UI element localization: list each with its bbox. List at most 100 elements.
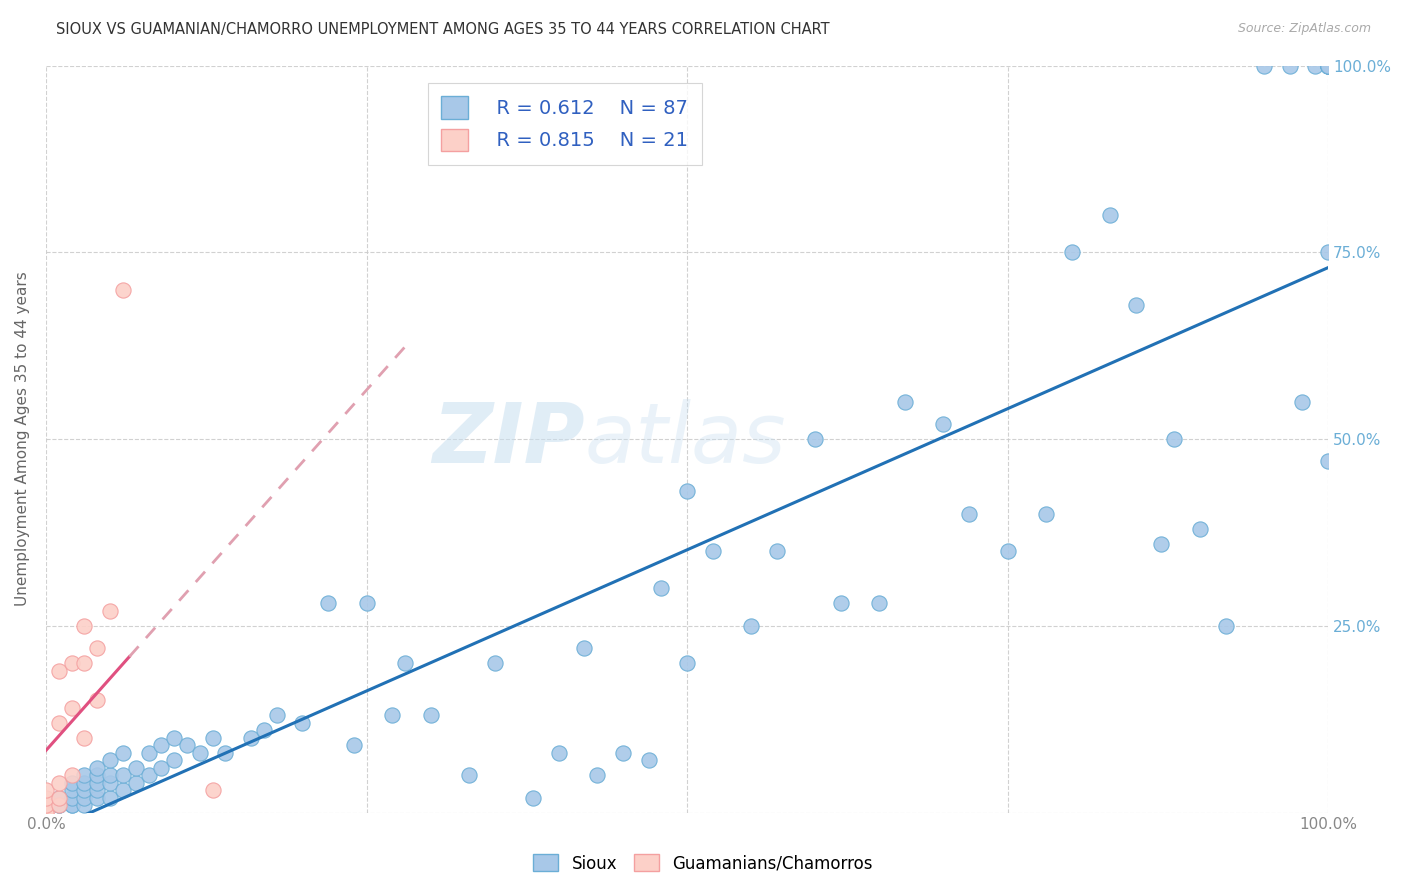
Point	[48, 790, 70, 805]
Point	[201, 731, 224, 745]
Point	[48, 775, 70, 789]
Point	[98, 604, 121, 618]
Point	[1317, 454, 1340, 468]
Point	[48, 798, 70, 813]
Point	[1215, 619, 1237, 633]
Y-axis label: Unemployment Among Ages 35 to 44 years: Unemployment Among Ages 35 to 44 years	[15, 272, 30, 607]
Point	[35, 805, 58, 820]
Point	[86, 641, 108, 656]
Point	[125, 775, 148, 789]
Point	[1317, 59, 1340, 73]
Point	[86, 790, 108, 805]
Point	[60, 783, 83, 797]
Point	[266, 708, 288, 723]
Point	[86, 768, 108, 782]
Point	[1305, 59, 1327, 73]
Point	[60, 768, 83, 782]
Point	[163, 731, 186, 745]
Point	[394, 656, 416, 670]
Point	[35, 805, 58, 820]
Point	[1253, 59, 1275, 73]
Point	[612, 746, 634, 760]
Point	[98, 768, 121, 782]
Point	[1317, 245, 1340, 260]
Point	[60, 798, 83, 813]
Point	[60, 701, 83, 715]
Point	[60, 775, 83, 789]
Point	[48, 798, 70, 813]
Point	[343, 739, 366, 753]
Point	[419, 708, 441, 723]
Legend:   R = 0.612    N = 87,   R = 0.815    N = 21: R = 0.612 N = 87, R = 0.815 N = 21	[427, 83, 702, 165]
Point	[176, 739, 198, 753]
Point	[997, 544, 1019, 558]
Point	[868, 596, 890, 610]
Point	[35, 783, 58, 797]
Point	[1278, 59, 1301, 73]
Point	[73, 731, 96, 745]
Point	[73, 798, 96, 813]
Point	[125, 761, 148, 775]
Point	[1291, 394, 1313, 409]
Point	[740, 619, 762, 633]
Point	[1317, 59, 1340, 73]
Point	[291, 715, 314, 730]
Point	[73, 775, 96, 789]
Point	[804, 432, 827, 446]
Point	[150, 761, 173, 775]
Point	[86, 783, 108, 797]
Point	[73, 619, 96, 633]
Point	[522, 790, 544, 805]
Point	[111, 783, 134, 797]
Point	[98, 753, 121, 767]
Point	[201, 783, 224, 797]
Point	[574, 641, 596, 656]
Point	[957, 507, 980, 521]
Point	[702, 544, 724, 558]
Point	[60, 798, 83, 813]
Point	[138, 746, 160, 760]
Point	[1035, 507, 1057, 521]
Text: ZIP: ZIP	[432, 399, 585, 480]
Point	[48, 664, 70, 678]
Point	[111, 746, 134, 760]
Point	[86, 775, 108, 789]
Point	[765, 544, 787, 558]
Point	[381, 708, 404, 723]
Point	[1317, 59, 1340, 73]
Point	[188, 746, 211, 760]
Point	[1099, 208, 1122, 222]
Point	[484, 656, 506, 670]
Point	[676, 656, 699, 670]
Point	[163, 753, 186, 767]
Point	[150, 739, 173, 753]
Point	[240, 731, 263, 745]
Point	[60, 790, 83, 805]
Point	[676, 484, 699, 499]
Point	[894, 394, 917, 409]
Point	[1188, 522, 1211, 536]
Point	[1125, 298, 1147, 312]
Point	[458, 768, 481, 782]
Point	[253, 723, 276, 738]
Point	[1150, 536, 1173, 550]
Text: atlas: atlas	[585, 399, 786, 480]
Point	[98, 775, 121, 789]
Point	[60, 656, 83, 670]
Point	[86, 761, 108, 775]
Point	[138, 768, 160, 782]
Point	[1163, 432, 1185, 446]
Point	[316, 596, 339, 610]
Point	[35, 798, 58, 813]
Point	[932, 417, 955, 431]
Point	[1317, 59, 1340, 73]
Point	[830, 596, 852, 610]
Point	[586, 768, 609, 782]
Point	[48, 790, 70, 805]
Point	[73, 656, 96, 670]
Legend: Sioux, Guamanians/Chamorros: Sioux, Guamanians/Chamorros	[527, 847, 879, 880]
Point	[48, 798, 70, 813]
Point	[73, 768, 96, 782]
Text: SIOUX VS GUAMANIAN/CHAMORRO UNEMPLOYMENT AMONG AGES 35 TO 44 YEARS CORRELATION C: SIOUX VS GUAMANIAN/CHAMORRO UNEMPLOYMENT…	[56, 22, 830, 37]
Text: Source: ZipAtlas.com: Source: ZipAtlas.com	[1237, 22, 1371, 36]
